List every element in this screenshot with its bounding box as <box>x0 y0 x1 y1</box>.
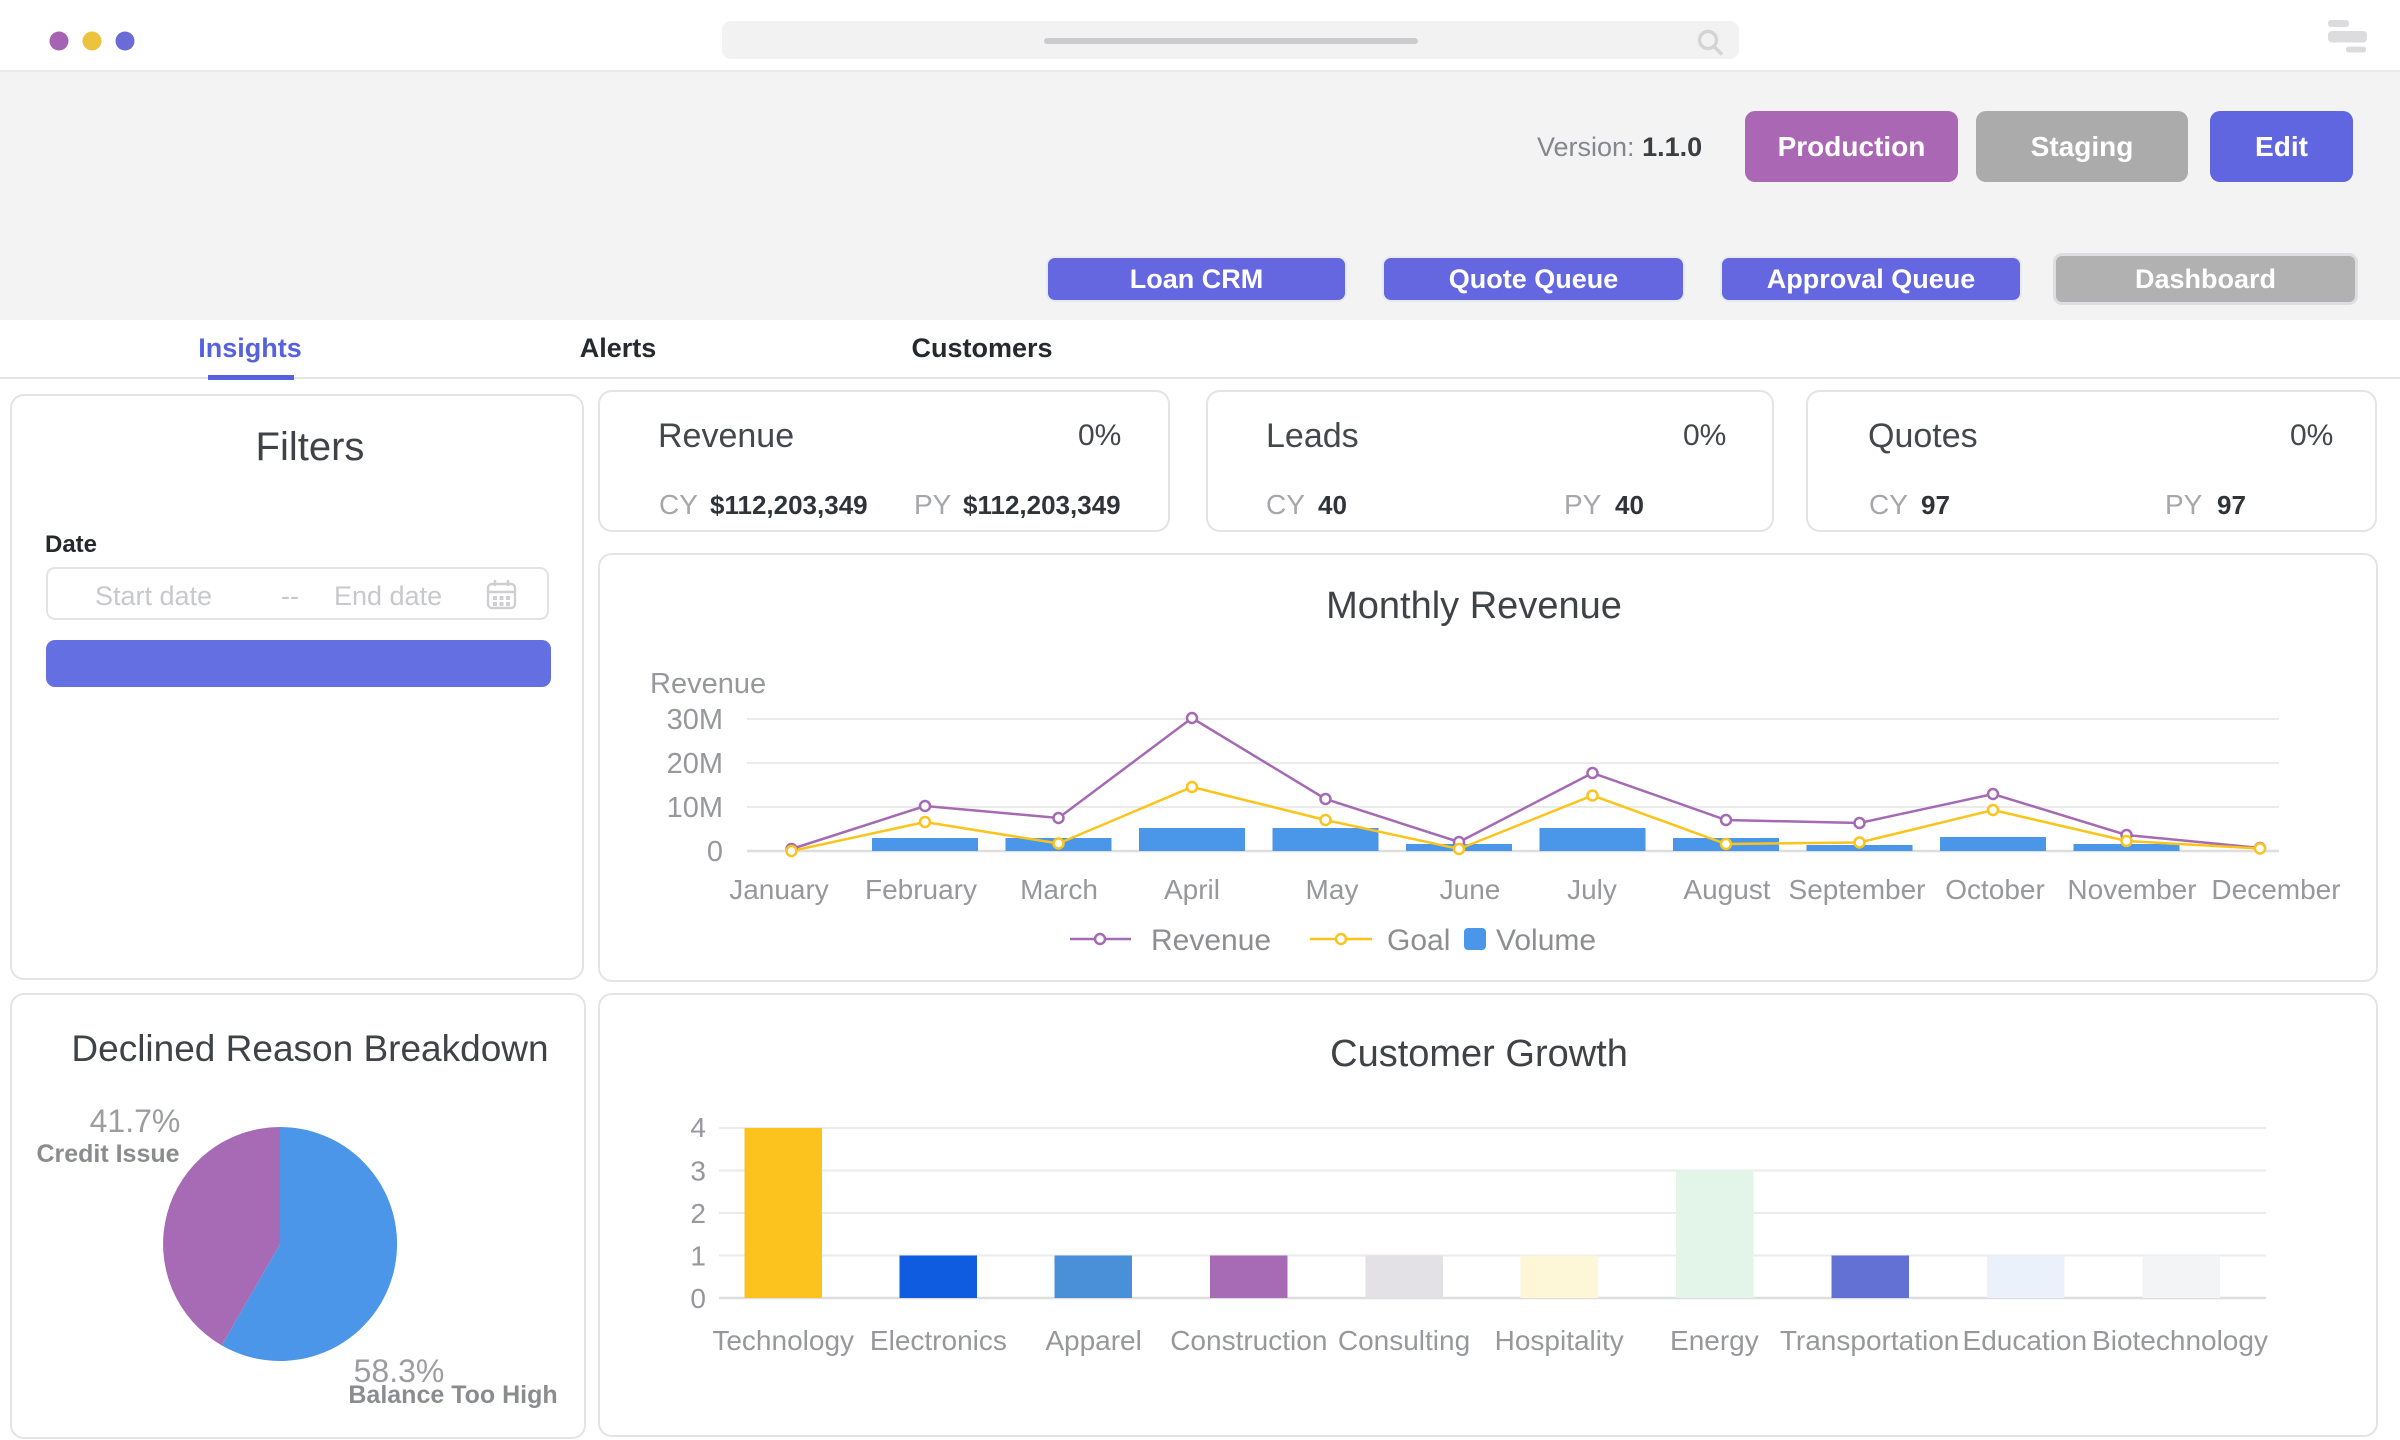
svg-text:Technology: Technology <box>712 1325 854 1356</box>
svg-text:30M: 30M <box>667 704 723 736</box>
svg-text:February: February <box>865 874 977 905</box>
svg-text:Consulting: Consulting <box>1338 1325 1470 1356</box>
svg-text:Apparel: Apparel <box>1045 1325 1142 1356</box>
svg-text:Volume: Volume <box>1496 924 1596 957</box>
svg-text:0: 0 <box>707 836 723 868</box>
svg-text:November: November <box>2067 874 2196 905</box>
svg-text:October: October <box>1945 874 2045 905</box>
svg-text:January: January <box>729 874 829 905</box>
svg-text:March: March <box>1020 874 1098 905</box>
svg-text:Revenue: Revenue <box>1151 924 1271 957</box>
svg-text:10M: 10M <box>667 792 723 824</box>
svg-text:August: August <box>1683 874 1770 905</box>
svg-text:1: 1 <box>690 1241 706 1272</box>
svg-text:3: 3 <box>690 1156 706 1187</box>
svg-text:Biotechnology: Biotechnology <box>2092 1325 2268 1356</box>
svg-text:0: 0 <box>690 1283 706 1314</box>
svg-text:September: September <box>1789 874 1926 905</box>
svg-text:Transportation: Transportation <box>1780 1325 1960 1356</box>
svg-text:December: December <box>2211 874 2340 905</box>
svg-text:June: June <box>1440 874 1501 905</box>
svg-text:Construction: Construction <box>1170 1325 1327 1356</box>
svg-text:Education: Education <box>1963 1325 2088 1356</box>
svg-text:July: July <box>1567 874 1617 905</box>
svg-text:20M: 20M <box>667 748 723 780</box>
svg-text:4: 4 <box>690 1112 706 1143</box>
svg-text:Revenue: Revenue <box>650 668 766 700</box>
svg-text:Electronics: Electronics <box>870 1325 1007 1356</box>
svg-text:Energy: Energy <box>1670 1325 1759 1356</box>
svg-text:2: 2 <box>690 1198 706 1229</box>
svg-text:Goal: Goal <box>1387 924 1450 957</box>
svg-text:May: May <box>1306 874 1359 905</box>
svg-text:Hospitality: Hospitality <box>1495 1325 1624 1356</box>
svg-text:April: April <box>1164 874 1220 905</box>
